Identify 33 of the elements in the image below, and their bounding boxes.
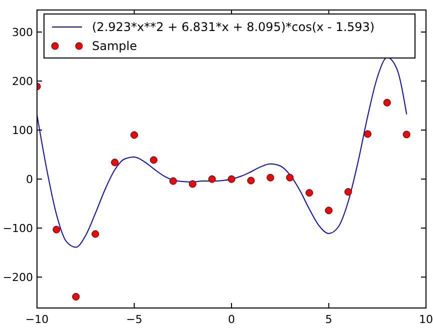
point <box>130 131 138 139</box>
x-tick-label: −10 <box>25 313 49 326</box>
point <box>383 98 391 106</box>
line-series <box>37 57 408 248</box>
x-tick-label: −5 <box>126 313 142 326</box>
x-tick-label: 5 <box>325 313 332 326</box>
point <box>188 180 196 188</box>
point <box>111 158 119 166</box>
point <box>228 175 236 183</box>
legend-label: Sample <box>92 39 137 53</box>
legend-label: (2.923*x**2 + 6.831*x + 8.095)*cos(x - 1.593) <box>92 20 375 34</box>
x-tick-label: 10 <box>419 313 433 326</box>
point <box>52 226 60 234</box>
y-tick-label: 100 <box>12 124 33 138</box>
point <box>364 130 372 138</box>
point <box>286 174 294 182</box>
point <box>72 292 80 300</box>
point <box>150 156 158 164</box>
y-tick-label: −100 <box>2 222 33 236</box>
y-tick-label: 200 <box>12 75 33 88</box>
point <box>208 175 216 183</box>
y-tick-label: 0 <box>26 173 33 186</box>
x-tick-label: 0 <box>228 313 235 326</box>
point <box>306 189 314 197</box>
point <box>325 206 332 214</box>
point <box>92 230 100 238</box>
y-tick-label: 300 <box>12 26 33 40</box>
point <box>247 176 255 184</box>
y-tick-label: −200 <box>2 271 33 284</box>
point <box>344 188 352 196</box>
point <box>266 174 274 182</box>
point <box>169 177 177 185</box>
point <box>402 130 410 138</box>
